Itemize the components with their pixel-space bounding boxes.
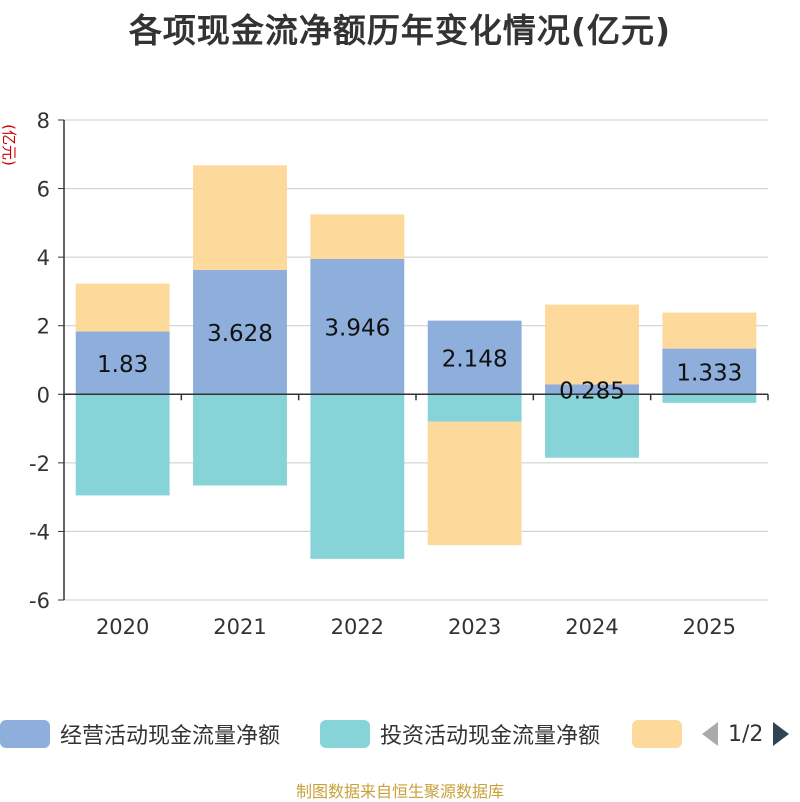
legend-swatch [320,720,370,748]
bar-series [75,165,757,559]
chart-title: 各项现金流净额历年变化情况(亿元) [128,11,672,50]
bar-operating [662,348,757,395]
legend-item-investing[interactable]: 投资活动现金流量净额 [320,716,600,752]
bar-operating [193,269,287,395]
legend: 经营活动现金流量净额 投资活动现金流量净额 [0,716,800,752]
bar-operating [427,320,522,395]
x-tick-label: 2024 [565,615,618,639]
bar-operating [310,258,405,395]
y-tick-label: 2 [37,315,50,339]
bar-financing [310,214,405,259]
legend-swatch [632,720,682,748]
data-label: 0.285 [559,378,625,404]
triangle-right-icon[interactable] [771,720,791,748]
legend-page-indicator: 1/2 [728,721,764,747]
bar-operating [75,331,170,395]
legend-item-operating[interactable]: 经营活动现金流量净额 [0,716,280,752]
axes: -6 -4 -2 0 2 4 6 8 2020 2021 2022 2023 2024 2025 [29,109,769,639]
bar-financing [545,304,639,385]
x-tick-label: 2022 [331,615,384,639]
bar-financing [193,165,287,270]
y-tick-label: 8 [37,109,50,133]
bar-financing [75,283,170,332]
y-tick-label: 6 [37,178,50,202]
legend-item-financing[interactable] [632,716,692,752]
legend-swatch [0,720,50,748]
legend-pager: 1/2 [700,716,791,752]
bar-investing [75,394,170,496]
triangle-left-icon[interactable] [700,720,720,748]
data-label: 2.148 [442,346,508,372]
y-tick-label: -2 [29,452,50,476]
x-tick-label: 2020 [96,615,149,639]
bar-financing [427,421,522,546]
legend-label: 经营活动现金流量净额 [60,724,281,749]
y-tick-label: 0 [37,383,50,407]
data-label: 1.83 [97,352,148,378]
bar-investing [662,394,757,403]
x-tick-label: 2023 [448,615,501,639]
data-label: 3.628 [207,321,273,347]
data-labels: 1.83 3.628 3.946 2.148 0.285 1.333 [97,316,742,405]
chart-canvas: -6 -4 -2 0 2 4 6 8 2020 2021 2022 2023 2024 2025 1.83… [0,109,769,639]
bar-investing [310,394,405,559]
bar-investing [427,394,522,422]
bar-operating [545,384,639,395]
y-axis-label: (亿元) [0,124,18,166]
data-label: 3.946 [324,316,390,342]
legend-label: 投资活动现金流量净额 [380,724,601,749]
data-label: 1.333 [676,360,742,386]
bar-investing [545,394,639,458]
bar-investing [193,394,287,486]
x-tick-label: 2021 [213,615,266,639]
bar-financing [662,312,757,349]
data-source-note: 制图数据来自恒生聚源数据库 [295,782,504,801]
y-tick-label: -6 [29,589,50,613]
y-tick-label: 4 [37,246,50,270]
grid-lines [64,119,768,601]
y-tick-label: -4 [29,520,50,544]
x-tick-label: 2025 [683,615,736,639]
